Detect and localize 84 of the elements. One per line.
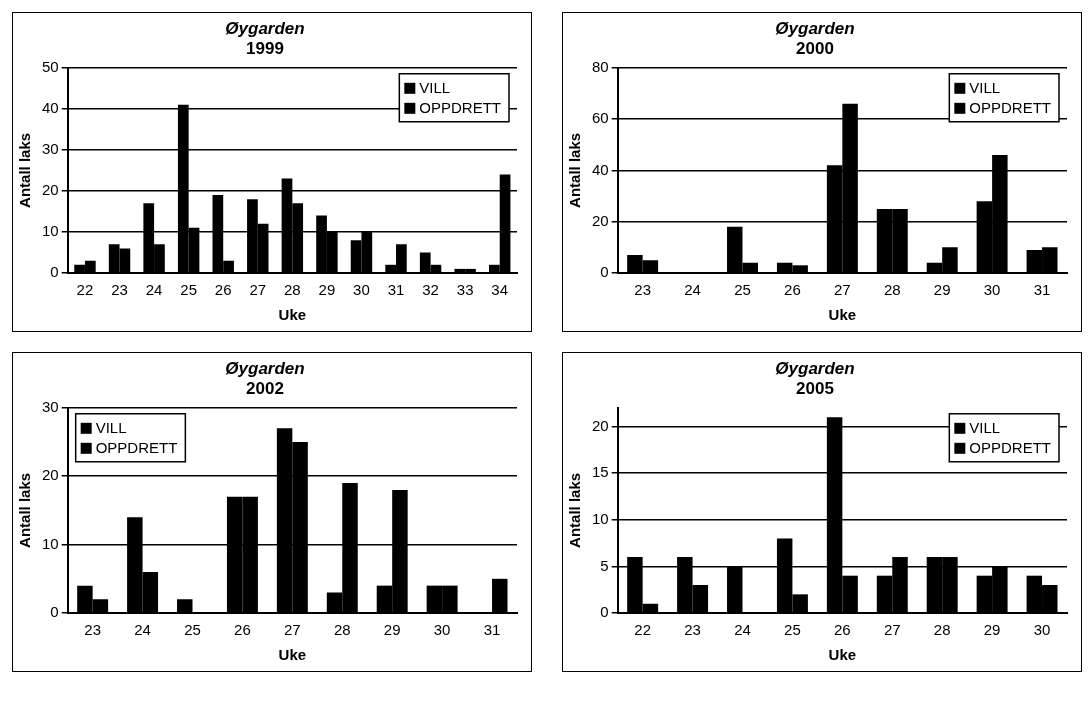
x-tick-label: 24 (734, 621, 751, 639)
x-tick-label: 28 (284, 281, 301, 299)
chart-title: Øygarden (225, 18, 305, 38)
x-tick-label: 30 (983, 281, 1001, 299)
x-tick-label: 23 (84, 621, 101, 639)
y-tick-label: 60 (592, 109, 609, 127)
x-tick-label: 32 (422, 281, 439, 299)
x-tick-label: 23 (634, 281, 651, 299)
x-tick-label: 28 (333, 621, 351, 639)
x-axis-title: Uke (828, 306, 857, 324)
x-tick-label: 29 (383, 621, 401, 639)
x-tick-label: 30 (353, 281, 370, 299)
y-tick-label: 30 (42, 140, 59, 158)
y-tick-label: 10 (42, 222, 59, 240)
x-tick-label: 29 (983, 621, 1001, 639)
chart-subtitle: 2002 (246, 379, 284, 399)
legend-label: VILL (419, 78, 451, 96)
x-tick-label: 24 (145, 281, 163, 299)
x-tick-label: 24 (134, 621, 151, 639)
y-tick-label: 0 (50, 603, 59, 621)
y-tick-label: 10 (42, 534, 59, 552)
chart-subtitle: 2000 (796, 39, 834, 59)
y-tick-label: 50 (42, 57, 59, 75)
y-axis-title: Antall laks (566, 472, 584, 548)
y-tick-label: 20 (592, 211, 609, 229)
y-tick-label: 30 (42, 397, 59, 415)
legend-label: OPPDRETT (969, 438, 1052, 456)
x-axis-title: Uke (278, 306, 307, 324)
y-tick-label: 80 (592, 57, 609, 75)
x-tick-label: 22 (76, 281, 94, 299)
chart-subtitle: 1999 (246, 39, 284, 59)
x-tick-label: 26 (214, 281, 232, 299)
y-tick-label: 10 (592, 509, 609, 527)
x-tick-label: 33 (456, 281, 474, 299)
x-tick-label: 34 (491, 281, 509, 299)
y-axis-title: Antall laks (16, 132, 34, 208)
x-tick-label: 27 (249, 281, 267, 299)
y-tick-label: 0 (600, 263, 609, 281)
x-tick-label: 25 (784, 621, 801, 639)
x-tick-label: 26 (784, 281, 801, 299)
x-tick-label: 25 (734, 281, 751, 299)
y-tick-label: 5 (600, 556, 609, 574)
x-tick-label: 27 (284, 621, 301, 639)
x-tick-label: 27 (883, 621, 901, 639)
x-tick-label: 28 (883, 281, 901, 299)
x-tick-label: 26 (234, 621, 251, 639)
x-tick-label: 25 (180, 281, 197, 299)
x-tick-label: 31 (387, 281, 405, 299)
chart-title: Øygarden (225, 358, 305, 378)
chart-subtitle: 2005 (796, 379, 834, 399)
x-tick-label: 25 (184, 621, 201, 639)
y-tick-label: 20 (42, 466, 59, 484)
y-axis-title: Antall laks (566, 132, 584, 208)
legend-label: VILL (969, 78, 1001, 96)
x-tick-label: 31 (1033, 281, 1051, 299)
x-tick-label: 31 (483, 621, 501, 639)
x-tick-label: 27 (834, 281, 851, 299)
y-tick-label: 20 (42, 181, 59, 199)
y-tick-label: 0 (50, 263, 59, 281)
chart-title: Øygarden (775, 358, 855, 378)
y-tick-label: 40 (592, 160, 609, 178)
y-tick-label: 15 (592, 463, 609, 481)
x-tick-label: 30 (1033, 621, 1051, 639)
x-axis-title: Uke (278, 646, 307, 664)
x-tick-label: 26 (834, 621, 851, 639)
legend-label: VILL (95, 418, 127, 436)
y-tick-label: 40 (42, 98, 59, 116)
legend-label: VILL (969, 418, 1001, 436)
x-tick-label: 28 (933, 621, 951, 639)
x-tick-label: 30 (433, 621, 451, 639)
chart-title: Øygarden (775, 18, 855, 38)
x-tick-label: 22 (634, 621, 651, 639)
x-tick-label: 29 (933, 281, 951, 299)
x-axis-title: Uke (828, 646, 857, 664)
legend-label: OPPDRETT (95, 438, 178, 456)
x-tick-label: 23 (684, 621, 701, 639)
y-tick-label: 20 (592, 416, 609, 434)
x-tick-label: 24 (684, 281, 701, 299)
legend-label: OPPDRETT (969, 98, 1052, 116)
y-tick-label: 0 (600, 603, 609, 621)
legend-label: OPPDRETT (419, 98, 502, 116)
x-tick-label: 23 (111, 281, 128, 299)
x-tick-label: 29 (318, 281, 336, 299)
y-axis-title: Antall laks (16, 472, 34, 548)
